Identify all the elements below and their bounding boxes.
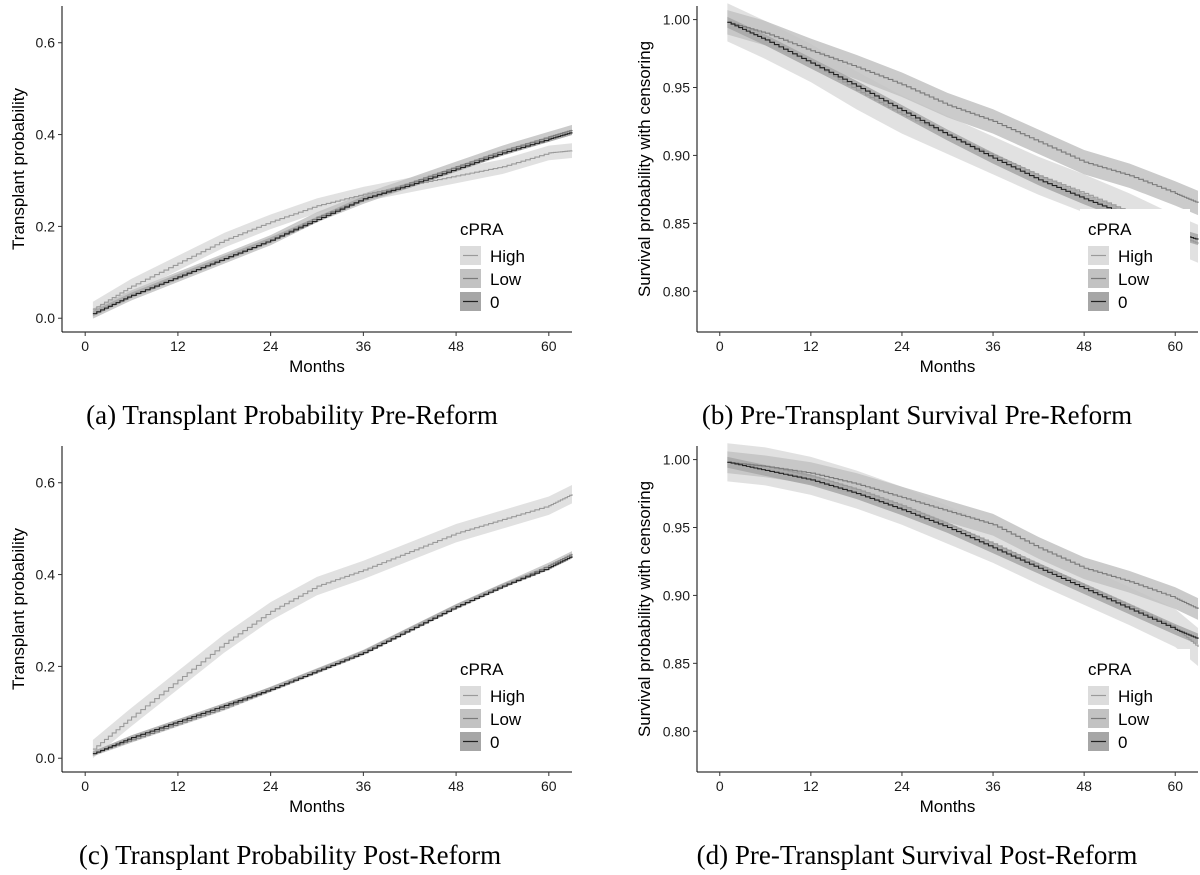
panel-caption: (c) Transplant Probability Post-Reform [79, 840, 501, 870]
series-line-high [92, 150, 573, 310]
panel-a: 0 12 24 36 48 60 0.0 0.2 0.4 0.6 Months Transplant … [9, 6, 573, 430]
band-low [727, 10, 1198, 216]
x-tick-label: 36 [985, 338, 1001, 354]
x-tick-label: 24 [263, 338, 279, 354]
x-tick-label: 0 [716, 778, 724, 794]
legend-label: Low [1118, 270, 1150, 289]
x-tick-label: 12 [803, 778, 819, 794]
series-line-0 [92, 132, 573, 315]
legend-title: cPRA [1088, 660, 1132, 679]
y-axis-label: Transplant probability [9, 528, 28, 690]
legend: cPRA High Low 0 [452, 649, 562, 761]
legend: cPRA High Low 0 [1080, 649, 1190, 761]
x-tick-label: 12 [170, 778, 186, 794]
x-tick-label: 12 [803, 338, 819, 354]
panel-caption: (d) Pre-Transplant Survival Post-Reform [697, 840, 1138, 870]
x-tick-label: 48 [1076, 778, 1092, 794]
y-axis-label: Transplant probability [9, 88, 28, 250]
legend-title: cPRA [460, 660, 504, 679]
y-tick-label: 0.6 [36, 35, 56, 51]
legend: cPRA High Low 0 [452, 209, 562, 321]
x-tick-label: 24 [263, 778, 279, 794]
x-axis-label: Months [289, 357, 345, 376]
legend-label: Low [490, 710, 522, 729]
series-line-low [727, 21, 1199, 203]
y-tick-label: 0.4 [36, 567, 56, 583]
x-axis-label: Months [920, 797, 976, 816]
y-tick-label: 0.2 [36, 658, 56, 674]
x-tick-label: 36 [985, 778, 1001, 794]
legend-label: 0 [1118, 293, 1127, 312]
x-axis-label: Months [920, 357, 976, 376]
legend-label: 0 [490, 733, 499, 752]
y-tick-label: 1.00 [663, 12, 690, 28]
series-line-high [727, 461, 1199, 648]
band-high [92, 143, 572, 317]
legend-title: cPRA [460, 220, 504, 239]
legend-label: Low [1118, 710, 1150, 729]
panel-b: 0 12 24 36 48 60 0.80 0.85 0.90 0.95 1.00 Months Sur… [635, 3, 1199, 430]
legend-label: 0 [490, 293, 499, 312]
y-axis-label: Survival probability with censoring [635, 41, 654, 297]
series-line-0 [92, 556, 573, 755]
legend-label: High [1118, 687, 1153, 706]
x-tick-label: 0 [716, 338, 724, 354]
y-tick-label: 0.95 [663, 80, 690, 96]
y-tick-label: 1.00 [663, 452, 690, 468]
x-tick-label: 48 [448, 778, 464, 794]
y-tick-label: 0.95 [663, 520, 690, 536]
y-axis-label: Survival probability with censoring [635, 481, 654, 737]
x-tick-label: 60 [1167, 338, 1183, 354]
y-tick-label: 0.85 [663, 655, 690, 671]
x-tick-label: 60 [1167, 778, 1183, 794]
legend-label: High [1118, 247, 1153, 266]
y-tick-label: 0.0 [36, 310, 56, 326]
x-tick-label: 0 [81, 778, 89, 794]
y-tick-label: 0.85 [663, 215, 690, 231]
x-tick-label: 36 [356, 778, 372, 794]
band-0 [92, 129, 572, 317]
y-tick-label: 0.80 [663, 723, 690, 739]
y-tick-label: 0.90 [663, 587, 690, 603]
x-tick-label: 48 [448, 338, 464, 354]
y-tick-label: 0.80 [663, 283, 690, 299]
legend-title: cPRA [1088, 220, 1132, 239]
legend-label: 0 [1118, 733, 1127, 752]
panel-caption: (b) Pre-Transplant Survival Pre-Reform [702, 400, 1132, 430]
panel-c: 0 12 24 36 48 60 0.0 0.2 0.4 0.6 Months Transplant … [9, 446, 573, 870]
x-tick-label: 0 [81, 338, 89, 354]
series-line-high [92, 494, 573, 750]
x-tick-label: 24 [894, 338, 910, 354]
x-tick-label: 24 [894, 778, 910, 794]
panel-caption: (a) Transplant Probability Pre-Reform [86, 400, 498, 430]
series-line-0 [727, 461, 1199, 639]
panel-d: 0 12 24 36 48 60 0.80 0.85 0.90 0.95 1.00 Months Sur… [635, 443, 1199, 870]
y-tick-label: 0.0 [36, 750, 56, 766]
band-high [92, 485, 572, 759]
band-high [727, 443, 1198, 667]
x-tick-label: 60 [541, 338, 557, 354]
legend-label: High [490, 247, 525, 266]
y-tick-label: 0.90 [663, 147, 690, 163]
band-0 [727, 456, 1198, 645]
y-tick-label: 0.4 [36, 127, 56, 143]
x-tick-label: 36 [356, 338, 372, 354]
y-tick-label: 0.6 [36, 475, 56, 491]
x-tick-label: 48 [1076, 338, 1092, 354]
x-axis-label: Months [289, 797, 345, 816]
x-tick-label: 12 [170, 338, 186, 354]
x-tick-label: 60 [541, 778, 557, 794]
legend-label: High [490, 687, 525, 706]
series-line-low [727, 461, 1199, 609]
legend-label: Low [490, 270, 522, 289]
y-tick-label: 0.2 [36, 218, 56, 234]
legend: cPRA High Low 0 [1080, 209, 1190, 321]
